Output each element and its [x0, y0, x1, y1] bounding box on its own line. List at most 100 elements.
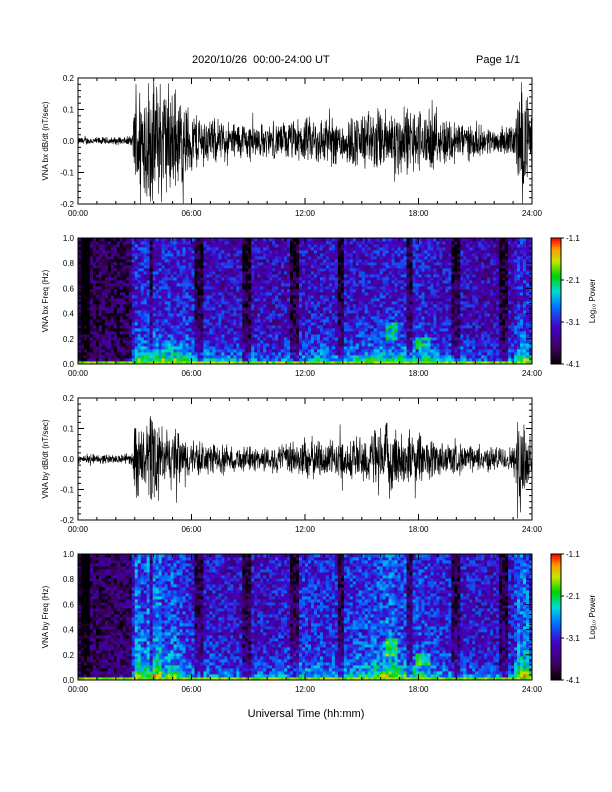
spectrogram-cell	[296, 256, 300, 260]
spectrogram-cell	[337, 334, 342, 338]
spectrogram-cell	[370, 256, 375, 260]
spectrogram-cell	[322, 307, 327, 311]
spectrogram-cell	[260, 262, 264, 266]
spectrogram-cell	[296, 262, 300, 266]
spectrogram-cell	[260, 292, 264, 296]
spectrogram-cell	[248, 346, 252, 350]
spectrogram-cell	[373, 271, 378, 275]
spectrogram-cell	[382, 349, 387, 353]
spectrogram-cell	[113, 316, 118, 320]
spectrogram-cell	[140, 304, 145, 308]
spectrogram-cell	[328, 325, 333, 329]
spectrogram-cell	[182, 346, 186, 350]
spectrogram-cell	[307, 256, 312, 260]
spectrogram-cell	[367, 358, 372, 362]
spectrogram-cell	[364, 301, 369, 305]
spectrogram-cell	[176, 334, 180, 338]
spectrogram-cell	[352, 268, 357, 272]
spectrogram-cell	[236, 346, 240, 350]
spectrogram-cell	[269, 277, 273, 281]
spectrogram-cell	[296, 337, 300, 341]
spectrogram-cell	[394, 277, 398, 281]
spectrogram-cell	[158, 322, 163, 326]
spectrogram-cell	[239, 289, 243, 293]
spectrogram-cell	[78, 253, 82, 257]
spectrogram-cell	[293, 253, 297, 257]
spectrogram-cell	[200, 346, 204, 350]
spectrogram-cell	[224, 340, 228, 344]
spectrogram-cell	[346, 280, 351, 284]
spectrogram-cell	[104, 283, 109, 287]
spectrogram-cell	[197, 337, 201, 341]
spectrogram-cell	[355, 331, 360, 335]
spectrogram-cell	[197, 331, 201, 335]
spectrogram-cell	[80, 346, 85, 350]
spectrogram-cell	[158, 319, 163, 323]
spectrogram-cell	[143, 292, 148, 296]
spectrogram-cell	[412, 316, 416, 320]
spectrogram-cell	[188, 316, 192, 320]
spectrogram-cell	[110, 334, 115, 338]
spectrogram-cell	[379, 307, 384, 311]
spectrogram-cell	[86, 283, 91, 287]
spectrogram-cell	[406, 265, 410, 269]
spectrogram-cell	[310, 337, 315, 341]
spectrogram-cell	[89, 334, 94, 338]
spectrogram-cell	[236, 289, 240, 293]
spectrogram-cell	[86, 310, 91, 314]
spectrogram-cell	[328, 355, 333, 359]
spectrogram-cell	[149, 295, 154, 299]
spectrogram-cell	[331, 316, 336, 320]
spectrogram-cell	[296, 259, 300, 263]
spectrogram-cell	[275, 259, 279, 263]
spectrogram-cell	[409, 289, 413, 293]
spectrogram-cell	[95, 319, 100, 323]
spectrogram-cell	[310, 352, 315, 356]
spectrogram-cell	[110, 256, 115, 260]
spectrogram-cell	[131, 355, 136, 359]
spectrogram-cell	[349, 280, 354, 284]
spectrogram-cell	[239, 349, 243, 353]
spectrogram-cell	[254, 259, 258, 263]
spectrogram-cell	[254, 358, 258, 362]
spectrogram-cell	[254, 352, 258, 356]
spectrogram-cell	[418, 244, 422, 248]
spectrogram-cell	[137, 322, 142, 326]
spectrogram-cell	[290, 310, 294, 314]
spectrogram-cell	[307, 337, 312, 341]
spectrogram-cell	[137, 268, 142, 272]
spectrogram-cell	[334, 271, 339, 275]
spectrogram-cell	[421, 256, 425, 260]
spectrogram-cell	[266, 319, 270, 323]
spectrogram-cell	[233, 340, 237, 344]
spectrogram-cell	[254, 298, 258, 302]
spectrogram-cell	[352, 334, 357, 338]
spectrogram-cell	[137, 250, 142, 254]
spectrogram-cell	[146, 307, 151, 311]
spectrogram-cell	[230, 310, 234, 314]
spectrogram-cell	[400, 346, 404, 350]
spectrogram-cell	[355, 358, 360, 362]
spectrogram-cell	[104, 286, 109, 290]
spectrogram-cell	[200, 328, 204, 332]
spectrogram-cell	[293, 361, 297, 365]
spectrogram-cell	[424, 307, 428, 311]
spectrogram-cell	[104, 265, 109, 269]
spectrogram-cell	[364, 328, 369, 332]
spectrogram-cell	[221, 286, 225, 290]
spectrogram-cell	[388, 298, 393, 302]
spectrogram-cell	[367, 241, 372, 245]
spectrogram-cell	[400, 340, 404, 344]
spectrogram-cell	[137, 361, 142, 365]
spectrogram-cell	[313, 253, 318, 257]
spectrogram-cell	[113, 289, 118, 293]
spectrogram-cell	[242, 328, 246, 332]
spectrogram-cell	[125, 310, 130, 314]
spectrogram-cell	[254, 301, 258, 305]
spectrogram-cell	[364, 295, 369, 299]
spectrogram-cell	[98, 334, 103, 338]
spectrogram-cell	[245, 343, 249, 347]
spectrogram-cell	[215, 334, 219, 338]
spectrogram-cell	[403, 313, 407, 317]
spectrogram-cell	[155, 337, 160, 341]
